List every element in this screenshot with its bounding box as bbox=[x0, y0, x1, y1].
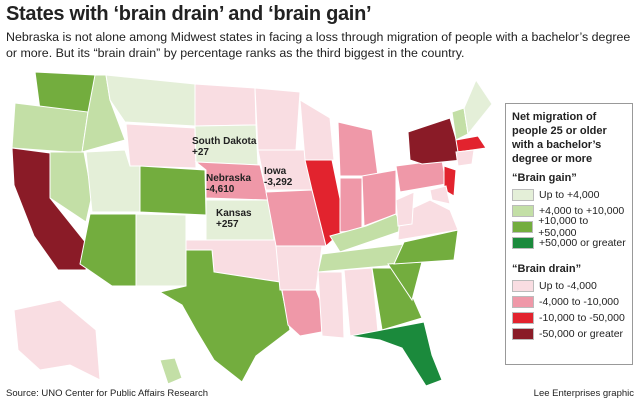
legend-item: +10,000 to +50,000 bbox=[512, 215, 626, 239]
state bbox=[463, 78, 493, 136]
state-value: -3,292 bbox=[264, 177, 293, 188]
state bbox=[455, 149, 475, 167]
state bbox=[299, 99, 335, 161]
state bbox=[349, 321, 443, 387]
state bbox=[11, 102, 89, 154]
legend-item: -10,000 to -50,000 bbox=[512, 310, 626, 326]
state bbox=[254, 87, 301, 151]
state bbox=[429, 185, 451, 205]
legend-item: +4,000 to +10,000 bbox=[512, 203, 626, 219]
state-label: Kansas +257 bbox=[216, 208, 252, 230]
state-label: Nebraska -4,610 bbox=[206, 173, 251, 195]
state-value: -4,610 bbox=[206, 184, 235, 195]
legend-swatch bbox=[512, 237, 534, 249]
state bbox=[317, 271, 345, 339]
state-value: +257 bbox=[216, 219, 239, 230]
state bbox=[135, 213, 187, 287]
legend-swatch bbox=[512, 189, 534, 201]
state bbox=[407, 117, 463, 165]
state-name: South Dakota bbox=[192, 136, 257, 147]
legend-swatch bbox=[512, 205, 534, 217]
legend-swatch bbox=[512, 296, 534, 308]
state bbox=[395, 159, 447, 193]
state bbox=[125, 123, 197, 169]
legend-label: +4,000 to +10,000 bbox=[539, 205, 625, 217]
legend-item: -50,000 or greater bbox=[512, 326, 626, 342]
legend-swatch bbox=[512, 221, 534, 233]
spacer bbox=[512, 251, 626, 259]
state-label: South Dakota +27 bbox=[192, 136, 256, 158]
legend-label: Up to +4,000 bbox=[539, 189, 600, 201]
source: Source: UNO Center for Public Affairs Re… bbox=[6, 388, 209, 399]
credit: Lee Enterprises graphic bbox=[533, 388, 634, 399]
state bbox=[339, 177, 363, 233]
state bbox=[79, 213, 137, 287]
legend-label: -4,000 to -10,000 bbox=[539, 296, 619, 308]
state bbox=[158, 249, 291, 383]
legend-swatch bbox=[512, 312, 534, 324]
state bbox=[139, 165, 207, 216]
state-label: Iowa -3,292 bbox=[264, 166, 292, 188]
legend-item: Up to +4,000 bbox=[512, 187, 626, 203]
legend-item: Up to -4,000 bbox=[512, 278, 626, 294]
state-value: +27 bbox=[192, 147, 209, 158]
legend-label: -50,000 or greater bbox=[539, 328, 624, 340]
legend: Net migration of people 25 or older with… bbox=[505, 103, 633, 365]
legend-heading: “Brain drain” bbox=[512, 263, 582, 275]
subtitle: Nebraska is not alone among Midwest stat… bbox=[6, 30, 631, 60]
legend-item: -4,000 to -10,000 bbox=[512, 294, 626, 310]
legend-label: -10,000 to -50,000 bbox=[539, 312, 625, 324]
legend-swatch bbox=[512, 280, 534, 292]
legend-swatch bbox=[512, 328, 534, 340]
state bbox=[337, 121, 379, 177]
state bbox=[455, 135, 487, 153]
state-name: Iowa bbox=[264, 166, 287, 177]
state bbox=[105, 74, 196, 127]
state bbox=[393, 229, 459, 265]
state bbox=[49, 151, 93, 223]
legend-label: +10,000 to +50,000 bbox=[538, 215, 589, 239]
state bbox=[194, 83, 257, 127]
state bbox=[194, 161, 269, 201]
state-name: Nebraska bbox=[206, 173, 252, 184]
state bbox=[13, 299, 101, 381]
state-name: Kansas bbox=[216, 208, 252, 219]
state bbox=[343, 267, 379, 337]
state bbox=[395, 191, 415, 227]
legend-item: +50,000 or greater bbox=[512, 235, 626, 251]
legend-label: +50,000 or greater bbox=[539, 237, 626, 249]
state bbox=[275, 245, 323, 291]
legend-heading: “Brain gain” bbox=[512, 172, 577, 184]
legend-title: Net migration of people 25 or older with… bbox=[512, 111, 607, 165]
title: States with ‘brain drain’ and ‘brain gai… bbox=[6, 3, 372, 25]
legend-label: Up to -4,000 bbox=[539, 280, 597, 292]
state bbox=[159, 357, 183, 385]
